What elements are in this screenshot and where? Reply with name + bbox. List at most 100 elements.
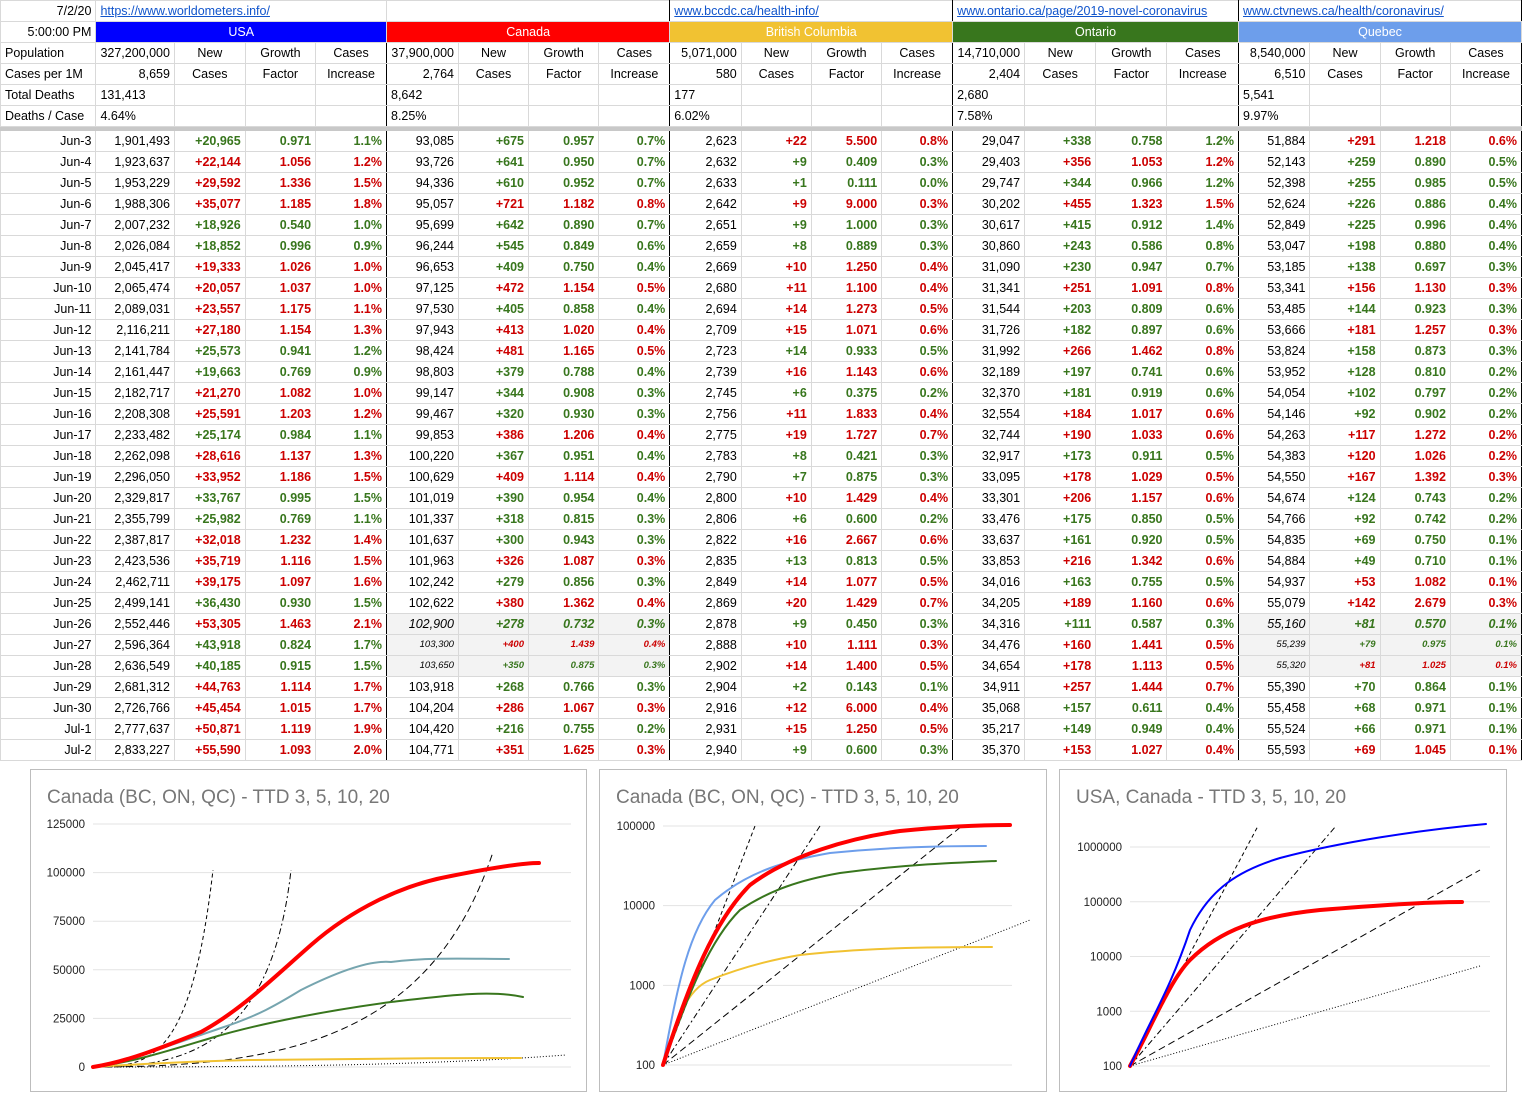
data-cell[interactable]: 0.915 [244, 655, 317, 677]
data-cell[interactable]: 0.742 [1379, 508, 1451, 530]
data-cell[interactable]: 34,654 [952, 655, 1026, 677]
data-cell[interactable]: 55,160 [1238, 613, 1311, 635]
data-cell[interactable]: 52,624 [1238, 193, 1311, 215]
region-link[interactable]: www.bccdc.ca/health-info/ [674, 4, 819, 18]
region-link-cell[interactable]: www.ctvnews.ca/health/coronavirus/ [1238, 0, 1522, 22]
data-cell[interactable]: 0.3% [881, 151, 954, 173]
date-label[interactable]: Jun-3 [0, 130, 97, 152]
data-cell[interactable]: 0.3% [1449, 466, 1522, 488]
data-cell[interactable]: 54,146 [1238, 403, 1311, 425]
data-cell[interactable]: 0.864 [1379, 676, 1451, 698]
data-cell[interactable]: 1.2% [315, 340, 387, 362]
data-cell[interactable]: 0.4% [1166, 697, 1240, 719]
data-cell[interactable]: 0.769 [244, 361, 317, 383]
data-cell[interactable]: 55,390 [1238, 676, 1311, 698]
data-cell[interactable]: +278 [457, 613, 530, 635]
region-link-cell[interactable]: www.bccdc.ca/health-info/ [669, 0, 954, 22]
label-total_deaths[interactable]: Total Deaths [0, 84, 97, 106]
data-cell[interactable]: 1.114 [244, 676, 317, 698]
data-cell[interactable]: +92 [1309, 403, 1381, 425]
data-cell[interactable]: 1.093 [244, 739, 317, 761]
cases_per_1m-value[interactable]: 2,404 [952, 63, 1026, 85]
data-cell[interactable]: +128 [1309, 361, 1381, 383]
data-cell[interactable]: 0.1% [1449, 676, 1522, 698]
data-cell[interactable]: +9 [740, 613, 812, 635]
empty-cell[interactable] [1309, 84, 1381, 106]
data-cell[interactable]: 0.3% [1449, 340, 1522, 362]
date-label[interactable]: Jun-25 [0, 592, 97, 614]
data-cell[interactable]: 1.7% [315, 634, 387, 656]
data-cell[interactable]: 0.409 [810, 151, 883, 173]
data-cell[interactable]: 2,669 [669, 256, 742, 278]
header-cases[interactable]: Cases [1166, 42, 1240, 64]
data-cell[interactable]: 2,161,447 [95, 361, 175, 383]
data-cell[interactable]: 0.6% [1166, 361, 1240, 383]
data-cell[interactable]: 2,745 [669, 382, 742, 404]
data-cell[interactable]: 2,233,482 [95, 424, 175, 446]
data-cell[interactable]: 32,189 [952, 361, 1026, 383]
header-increase[interactable]: Increase [881, 63, 954, 85]
header-growth[interactable]: Growth [810, 42, 883, 64]
data-cell[interactable]: 0.4% [1449, 193, 1522, 215]
data-cell[interactable]: 101,019 [386, 487, 459, 509]
data-cell[interactable]: 2,775 [669, 424, 742, 446]
data-cell[interactable]: +69 [1309, 529, 1381, 551]
date-label[interactable]: Jun-26 [0, 613, 97, 635]
region-header-quebec[interactable]: Quebec [1238, 21, 1522, 43]
data-cell[interactable]: 0.2% [1449, 445, 1522, 467]
cases_per_1m-value[interactable]: 580 [669, 63, 742, 85]
data-cell[interactable]: 0.923 [1379, 298, 1451, 320]
data-cell[interactable]: +21,270 [173, 382, 246, 404]
data-cell[interactable]: 0.1% [1449, 571, 1522, 593]
data-cell[interactable]: 2,262,098 [95, 445, 175, 467]
data-cell[interactable]: 2,756 [669, 403, 742, 425]
data-cell[interactable]: 1,901,493 [95, 130, 175, 152]
data-cell[interactable]: 0.732 [527, 613, 600, 635]
data-cell[interactable]: +338 [1024, 130, 1097, 152]
data-cell[interactable]: +455 [1024, 193, 1097, 215]
data-cell[interactable]: +33,767 [173, 487, 246, 509]
data-cell[interactable]: 0.886 [1379, 193, 1451, 215]
population-value[interactable]: 14,710,000 [952, 42, 1026, 64]
header-new[interactable]: New [1024, 42, 1097, 64]
data-cell[interactable]: +184 [1024, 403, 1097, 425]
data-cell[interactable]: 2,888 [669, 634, 742, 656]
data-cell[interactable]: +92 [1309, 508, 1381, 530]
deaths_per_case-value[interactable]: 4.64% [95, 105, 175, 127]
data-cell[interactable]: 0.6% [1166, 424, 1240, 446]
data-cell[interactable]: +257 [1024, 676, 1097, 698]
header-growth[interactable]: Growth [1379, 42, 1451, 64]
header-cases[interactable]: Cases [1449, 42, 1522, 64]
empty-cell[interactable] [315, 105, 387, 127]
data-cell[interactable]: 1.0% [315, 277, 387, 299]
cases_per_1m-value[interactable]: 6,510 [1238, 63, 1311, 85]
data-cell[interactable]: +144 [1309, 298, 1381, 320]
data-cell[interactable]: +286 [457, 697, 530, 719]
data-cell[interactable]: 2,822 [669, 529, 742, 551]
date-label[interactable]: Jun-21 [0, 508, 97, 530]
data-cell[interactable]: 0.941 [244, 340, 317, 362]
data-cell[interactable]: +326 [457, 550, 530, 572]
header-new[interactable]: Cases [173, 63, 246, 85]
date-label[interactable]: Jun-24 [0, 571, 97, 593]
population-value[interactable]: 5,071,000 [669, 42, 742, 64]
data-cell[interactable]: 2,694 [669, 298, 742, 320]
data-cell[interactable]: 0.849 [527, 235, 600, 257]
data-cell[interactable]: 0.813 [810, 550, 883, 572]
data-cell[interactable]: +18,926 [173, 214, 246, 236]
data-cell[interactable]: 0.3% [598, 697, 671, 719]
data-cell[interactable]: +40,185 [173, 655, 246, 677]
data-cell[interactable]: 2,878 [669, 613, 742, 635]
data-cell[interactable]: +545 [457, 235, 530, 257]
data-cell[interactable]: 0.6% [1166, 319, 1240, 341]
data-cell[interactable]: 0.4% [598, 319, 671, 341]
data-cell[interactable]: 0.996 [1379, 214, 1451, 236]
date-label[interactable]: Jun-7 [0, 214, 97, 236]
header-growth[interactable]: Factor [810, 63, 883, 85]
data-cell[interactable]: 0.797 [1379, 382, 1451, 404]
data-cell[interactable]: 2.667 [810, 529, 883, 551]
data-cell[interactable]: 54,263 [1238, 424, 1311, 446]
data-cell[interactable]: +19,663 [173, 361, 246, 383]
chart-linear[interactable]: Canada (BC, ON, QC) - TTD 3, 5, 10, 20 12… [30, 769, 587, 1092]
data-cell[interactable]: 55,079 [1238, 592, 1311, 614]
